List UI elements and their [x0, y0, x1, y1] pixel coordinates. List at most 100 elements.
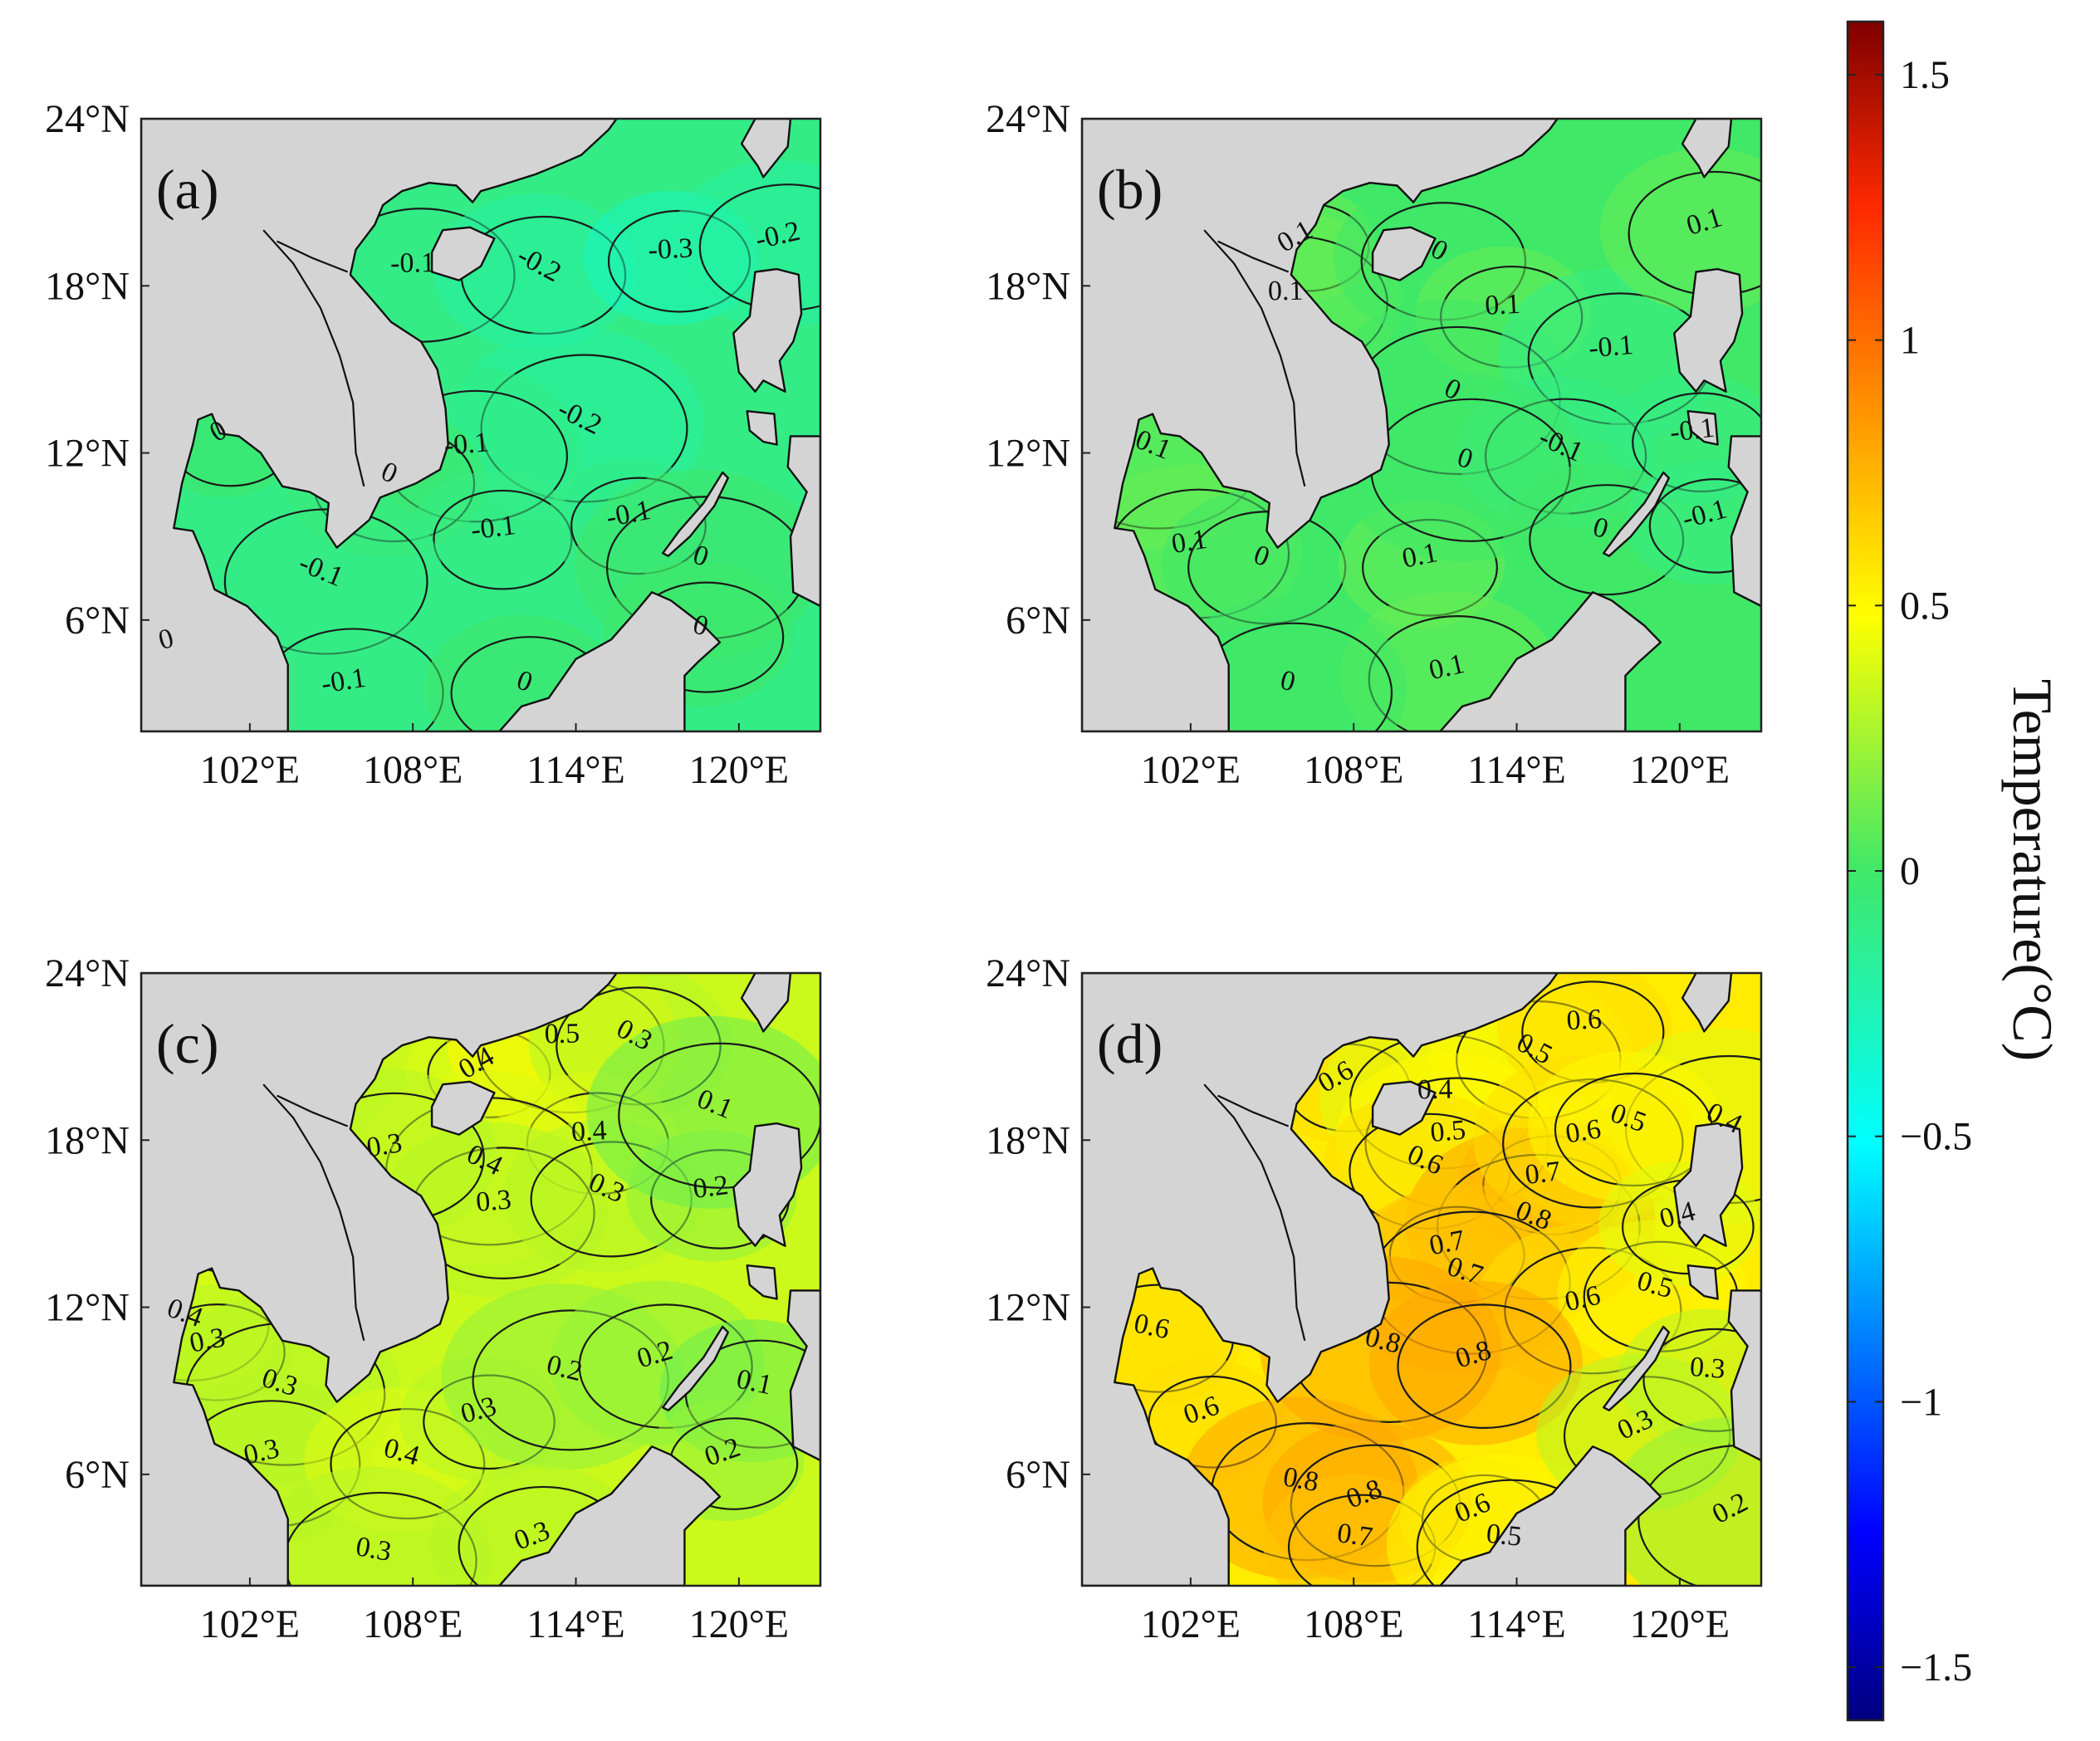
- land-mass: [662, 471, 729, 557]
- contour-label: 0.4: [570, 1115, 607, 1147]
- contour-label: 0.5: [1485, 1518, 1523, 1553]
- y-tick-label: 6°N: [65, 599, 130, 643]
- panels-group: 0-0.1 -0.2 -0.3-0.2-0.10-0.1-0.1-0.1 0-0.10…: [45, 97, 1763, 1646]
- contour-label: 0.1: [734, 1363, 775, 1401]
- contour-label: 0.8: [1280, 1461, 1320, 1498]
- land-mass: [1673, 1122, 1744, 1247]
- contour-label: -0.1: [1668, 413, 1716, 448]
- land-mass: [1396, 1445, 1662, 1586]
- contour-label: 0.3: [354, 1531, 394, 1567]
- y-tick-label: 18°N: [986, 264, 1070, 308]
- colorbar-tick-label: 1.5: [1900, 53, 1950, 97]
- x-tick-label: 108°E: [363, 748, 463, 792]
- river-line: [1203, 1083, 1306, 1342]
- contour-line: [618, 1042, 820, 1189]
- y-tick-label: 24°N: [986, 97, 1070, 141]
- river-line: [277, 1094, 349, 1127]
- x-tick-label: 102°E: [1141, 1602, 1241, 1646]
- land-mass: [1686, 1264, 1719, 1300]
- panel-frame: [140, 971, 822, 1587]
- x-tick-label: 120°E: [1630, 1602, 1730, 1646]
- colorbar-tick-label: −1.5: [1900, 1646, 1972, 1690]
- land-mass: [141, 119, 618, 731]
- land-mass: [1727, 435, 1761, 608]
- map-panel-d: 0.6 0.40.50.60.40.50.6 0.70.80.6 0.50.70.70…: [986, 951, 1763, 1646]
- land-mass: [1603, 1325, 1670, 1411]
- land-mass: [1603, 471, 1670, 557]
- land-mass: [1082, 119, 1559, 731]
- land-mass: [1396, 591, 1662, 731]
- land-mass: [1371, 1080, 1437, 1136]
- x-tick-label: 102°E: [1141, 748, 1241, 792]
- x-tick-label: 114°E: [1467, 748, 1566, 792]
- panel-label: (b): [1097, 158, 1163, 221]
- colorbar-tick-label: 0.5: [1900, 584, 1950, 628]
- contour-label: 0.7: [1335, 1518, 1374, 1553]
- panel-label: (a): [156, 158, 218, 221]
- river-line: [262, 229, 365, 487]
- land-mass: [746, 410, 778, 446]
- land-mass: [1082, 973, 1559, 1586]
- land-mass: [740, 973, 792, 1033]
- land-mass: [786, 435, 820, 608]
- contour-label: 0.3: [1689, 1352, 1726, 1385]
- contour-label: 0.1: [1268, 276, 1304, 307]
- field-patch: [253, 1466, 492, 1586]
- contour-label: -0.1: [390, 247, 435, 279]
- land-mass: [1681, 119, 1733, 179]
- map-panel-c: 0.40.5 0.30.40.40.3 0.3 0.20.10.30.40.30.30…: [45, 951, 822, 1646]
- y-tick-label: 24°N: [986, 951, 1070, 995]
- land-mass: [430, 226, 496, 281]
- contour-label: -0.1: [469, 510, 517, 545]
- y-tick-label: 24°N: [45, 951, 130, 995]
- contour-label: 0.1: [1484, 289, 1520, 321]
- river-line: [1217, 1094, 1290, 1127]
- x-tick-label: 108°E: [1304, 1602, 1404, 1646]
- land-mass: [1371, 226, 1437, 281]
- y-tick-label: 6°N: [65, 1453, 130, 1497]
- river-line: [277, 240, 349, 273]
- contour-label: 0.7: [1427, 1225, 1467, 1261]
- contour-label: 0.6: [1564, 1113, 1603, 1149]
- panel-frame: [1080, 117, 1763, 733]
- y-tick-label: 12°N: [986, 432, 1070, 476]
- land-mass: [662, 1325, 729, 1411]
- x-tick-label: 120°E: [689, 748, 790, 792]
- contour-label: 0.6: [1131, 1308, 1172, 1345]
- x-tick-label: 102°E: [200, 1602, 301, 1646]
- land-mass: [1681, 973, 1733, 1033]
- x-tick-label: 120°E: [689, 1602, 790, 1646]
- contour-label: 0.1: [1169, 524, 1209, 560]
- contour-label: 0.5: [1429, 1115, 1467, 1149]
- panel-frame: [140, 117, 822, 733]
- map-panel-a: 0-0.1 -0.2 -0.3-0.2-0.10-0.1-0.1-0.1 0-0.10…: [45, 97, 822, 792]
- contour-label: -0.1: [1588, 330, 1635, 364]
- land-mass: [430, 1080, 496, 1136]
- field-patch: [233, 604, 457, 731]
- contour-label: -0.1: [443, 427, 490, 462]
- y-tick-label: 12°N: [986, 1286, 1070, 1330]
- y-tick-label: 18°N: [45, 1118, 130, 1162]
- contour-label: 0.2: [691, 1170, 730, 1205]
- land-mass: [1686, 410, 1719, 446]
- x-tick-label: 114°E: [1467, 1602, 1566, 1646]
- map-panel-b: 0.10.100.10-0.1-0.1 -0.10.10.1 0 0.100.10 -0…: [986, 97, 1763, 792]
- colorbar-tick-label: 1: [1900, 319, 1920, 363]
- contour-label: 0.6: [1566, 1004, 1603, 1036]
- contour-label: 0.3: [475, 1184, 513, 1218]
- y-tick-label: 12°N: [45, 1286, 130, 1330]
- panel-label: (c): [156, 1012, 218, 1075]
- river-line: [262, 1083, 365, 1342]
- x-tick-label: 108°E: [363, 1602, 463, 1646]
- land-mass: [455, 1445, 722, 1586]
- land-mass: [732, 267, 803, 393]
- land-mass: [786, 1289, 820, 1462]
- colorbar-tick-label: −1: [1900, 1380, 1942, 1424]
- x-tick-label: 114°E: [526, 748, 625, 792]
- y-tick-label: 18°N: [986, 1118, 1070, 1162]
- x-tick-label: 120°E: [1630, 748, 1730, 792]
- field-patch: [409, 471, 580, 603]
- y-tick-label: 6°N: [1006, 1453, 1070, 1497]
- contour-label: 0.3: [187, 1322, 228, 1358]
